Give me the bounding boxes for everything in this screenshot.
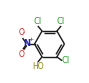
Text: O: O: [19, 50, 24, 59]
Text: HO: HO: [32, 62, 44, 71]
Text: Cl: Cl: [57, 17, 65, 26]
Text: Cl: Cl: [62, 56, 70, 65]
Text: O: O: [19, 28, 24, 37]
Text: +: +: [28, 37, 34, 42]
Text: N: N: [23, 39, 30, 48]
Text: Cl: Cl: [34, 17, 42, 26]
Text: -: -: [23, 30, 25, 35]
